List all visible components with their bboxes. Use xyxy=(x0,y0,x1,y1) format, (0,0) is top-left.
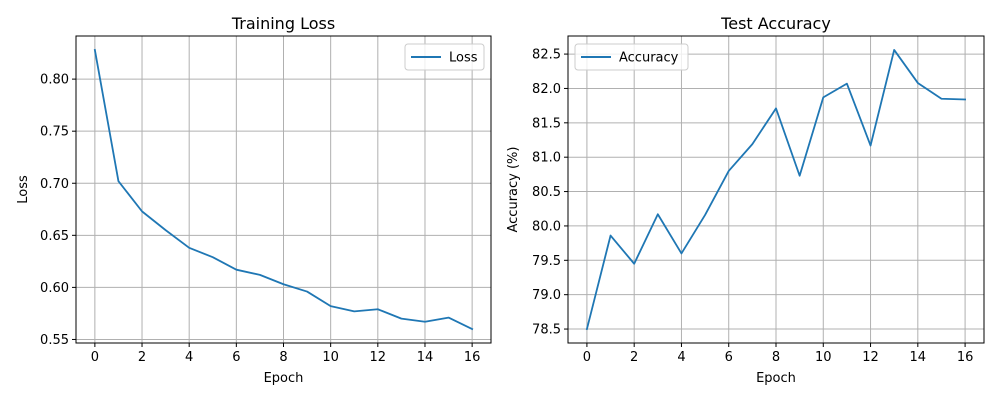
x-tick-label: 6 xyxy=(725,350,733,365)
y-tick-label: 79.5 xyxy=(532,254,561,269)
grid xyxy=(76,36,491,343)
x-axis-label: Epoch xyxy=(756,371,796,386)
y-tick-label: 81.5 xyxy=(532,116,561,131)
series-group xyxy=(585,49,967,331)
y-tick-label: 80.5 xyxy=(532,185,561,200)
y-tick-label: 0.70 xyxy=(40,177,69,192)
x-ticks: 0 2 4 6 8 10 12 14 16 xyxy=(583,343,974,365)
x-tick-label: 16 xyxy=(464,350,481,365)
legend-box xyxy=(574,43,689,71)
x-tick-label: 10 xyxy=(815,350,832,365)
y-tick-label: 79.0 xyxy=(532,288,561,303)
x-tick-label: 6 xyxy=(232,350,240,365)
x-tick-label: 16 xyxy=(957,350,974,365)
legend-label-loss: Loss xyxy=(449,51,478,66)
chart-title: Test Accuracy xyxy=(720,14,831,33)
y-tick-label: 80.0 xyxy=(532,219,561,234)
x-ticks: 0 2 4 6 8 10 12 14 16 xyxy=(91,343,481,365)
x-tick-label: 8 xyxy=(279,350,287,365)
y-tick-label: 82.0 xyxy=(532,82,561,97)
x-tick-label: 12 xyxy=(862,350,879,365)
x-tick-label: 14 xyxy=(417,350,434,365)
y-tick-label: 81.0 xyxy=(532,151,561,166)
x-tick-label: 12 xyxy=(370,350,387,365)
y-axis-label: Accuracy (%) xyxy=(506,147,521,233)
x-tick-label: 4 xyxy=(185,350,193,365)
training-loss-panel: Training Loss 0 2 4 6 8 10 12 14 16 0.55 0.60 0.65… xyxy=(16,14,492,386)
x-tick-label: 10 xyxy=(322,350,339,365)
series-group xyxy=(93,48,474,331)
x-tick-label: 14 xyxy=(910,350,927,365)
legend-label-accuracy: Accuracy xyxy=(619,51,679,66)
y-tick-label: 0.65 xyxy=(40,229,69,244)
x-tick-label: 2 xyxy=(138,350,146,365)
legend: Accuracy xyxy=(574,43,689,71)
legend: Loss xyxy=(404,43,485,71)
y-axis-label: Loss xyxy=(16,175,31,204)
y-tick-label: 0.55 xyxy=(40,333,69,348)
legend-box xyxy=(404,43,485,71)
y-tick-label: 0.80 xyxy=(40,73,69,88)
x-tick-label: 0 xyxy=(583,350,591,365)
y-tick-label: 0.75 xyxy=(40,125,69,140)
y-ticks: 78.5 79.0 79.5 80.0 80.5 81.0 81.5 82.0 82.5 xyxy=(532,48,568,338)
x-tick-label: 2 xyxy=(630,350,638,365)
test-accuracy-panel: Test Accuracy 0 2 4 6 8 10 12 14 16 78.5 79.0 79.5… xyxy=(506,14,985,386)
x-tick-label: 0 xyxy=(91,350,99,365)
y-tick-label: 82.5 xyxy=(532,48,561,63)
chart-title: Training Loss xyxy=(231,14,335,33)
y-tick-label: 0.60 xyxy=(40,281,69,296)
y-ticks: 0.55 0.60 0.65 0.70 0.75 0.80 xyxy=(40,73,76,348)
grid xyxy=(568,36,984,343)
x-tick-label: 8 xyxy=(772,350,780,365)
y-tick-label: 78.5 xyxy=(532,323,561,338)
series-line-accuracy xyxy=(585,49,967,331)
x-tick-label: 4 xyxy=(677,350,685,365)
x-axis-label: Epoch xyxy=(264,371,304,386)
series-line-loss xyxy=(93,48,474,331)
